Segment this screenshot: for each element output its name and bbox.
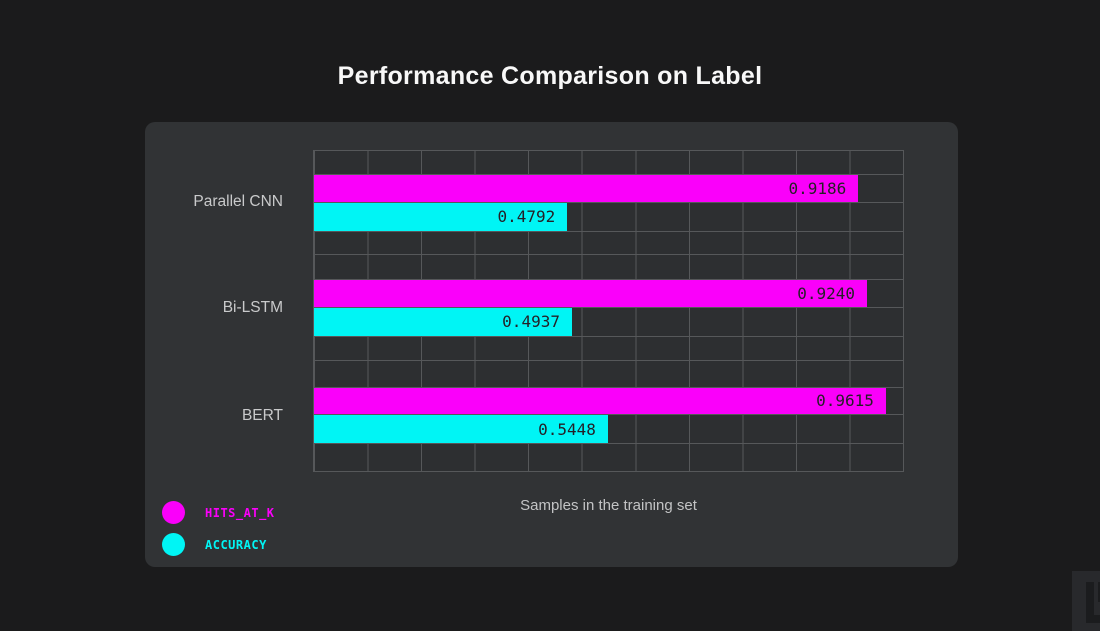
bar-value-label: 0.4937 [502, 312, 560, 332]
lu-monogram-icon [1072, 571, 1100, 631]
category-label-bi-lstm: Bi-LSTM [222, 299, 283, 316]
grid-row: 0.4792 [314, 202, 903, 232]
grid-row: 0.5448 [314, 415, 903, 445]
chart-panel: Parallel CNN Bi-LSTM BERT 0.9186 0.4792 … [145, 122, 958, 567]
grid-row: 0.9240 [314, 280, 903, 309]
grid-row: 0.9186 [314, 174, 903, 203]
bar-value-label: 0.5448 [538, 419, 596, 439]
bar-accuracy-bert: 0.5448 [314, 415, 608, 444]
bar-accuracy-parallel-cnn: 0.4792 [314, 202, 568, 231]
grid-row: 0.9615 [314, 387, 903, 416]
legend-item-hits-at-k: HITS_AT_K [162, 501, 275, 524]
grid-row [314, 337, 903, 361]
bar-hits-at-k-bert: 0.9615 [314, 387, 886, 415]
legend-item-accuracy: ACCURACY [162, 533, 275, 556]
category-label-bert: BERT [241, 407, 283, 424]
grid-row [314, 255, 903, 281]
bar-hits-at-k-bi-lstm: 0.9240 [314, 280, 868, 308]
category-label-parallel-cnn: Parallel CNN [193, 193, 283, 210]
legend-dot-hits-at-k-icon [162, 501, 185, 524]
bar-accuracy-bi-lstm: 0.4937 [314, 308, 572, 336]
page-title: Performance Comparison on Label [337, 62, 763, 90]
legend-label-accuracy: ACCURACY [205, 537, 267, 552]
legend-dot-accuracy-icon [162, 533, 185, 556]
legend-label-hits-at-k: HITS_AT_K [205, 505, 275, 520]
bar-value-label: 0.4792 [497, 207, 556, 227]
legend: HITS_AT_K ACCURACY [162, 501, 275, 565]
bar-value-label: 0.9186 [788, 178, 847, 198]
bar-value-label: 0.9240 [797, 284, 856, 304]
grid-row [314, 361, 903, 388]
x-axis-label: Samples in the training set [520, 497, 697, 514]
plot-area: 0.9186 0.4792 0.9240 0.4937 0.9615 [313, 150, 904, 472]
bar-value-label: 0.9615 [816, 391, 874, 411]
grid-row: 0.4937 [314, 308, 903, 337]
grid-row [314, 151, 903, 175]
bar-hits-at-k-parallel-cnn: 0.9186 [314, 174, 859, 202]
grid-row [314, 232, 903, 256]
grid-row [314, 444, 903, 471]
